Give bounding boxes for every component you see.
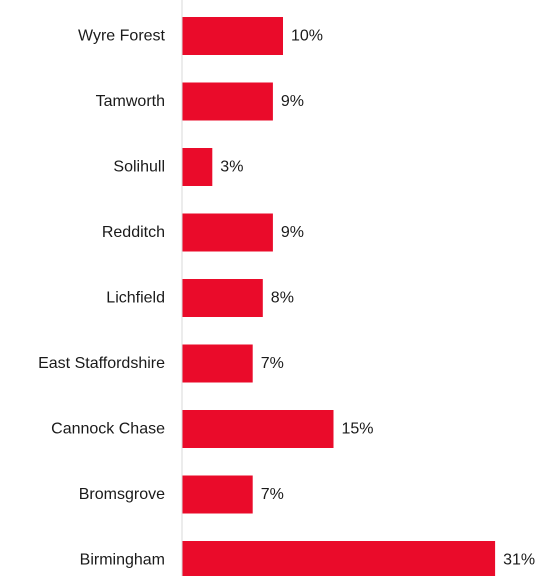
bars-layer bbox=[182, 17, 496, 579]
value-label: 31% bbox=[503, 552, 535, 569]
category-label: Redditch bbox=[102, 224, 165, 241]
value-label: 10% bbox=[291, 28, 323, 45]
bar-tamworth bbox=[182, 82, 273, 121]
value-label: 7% bbox=[261, 486, 284, 503]
category-label: Cannock Chase bbox=[51, 421, 165, 438]
value-label: 3% bbox=[220, 159, 243, 176]
bar-wyre-forest bbox=[182, 17, 283, 55]
category-label: Bromsgrove bbox=[79, 486, 165, 503]
category-label: Wyre Forest bbox=[78, 28, 166, 45]
category-label: Birmingham bbox=[80, 552, 165, 569]
category-label: Lichfield bbox=[106, 290, 165, 307]
value-label: 15% bbox=[342, 421, 374, 438]
bar-birmingham bbox=[182, 541, 496, 579]
bar-lichfield bbox=[182, 279, 263, 317]
bar-cannock-chase bbox=[182, 410, 334, 448]
value-label: 7% bbox=[261, 355, 284, 372]
bar-solihull bbox=[182, 148, 213, 186]
labels-layer: Wyre Forest 10% Tamworth 9% Solihull 3% Reddit… bbox=[38, 28, 535, 569]
bar-bromsgrove bbox=[182, 475, 253, 514]
bar-redditch bbox=[182, 213, 273, 252]
category-label: Tamworth bbox=[96, 93, 165, 110]
category-label: East Staffordshire bbox=[38, 355, 165, 372]
category-label: Solihull bbox=[113, 159, 165, 176]
value-label: 8% bbox=[271, 290, 294, 307]
value-label: 9% bbox=[281, 93, 304, 110]
value-label: 9% bbox=[281, 224, 304, 241]
bar-east-staffordshire bbox=[182, 344, 253, 383]
